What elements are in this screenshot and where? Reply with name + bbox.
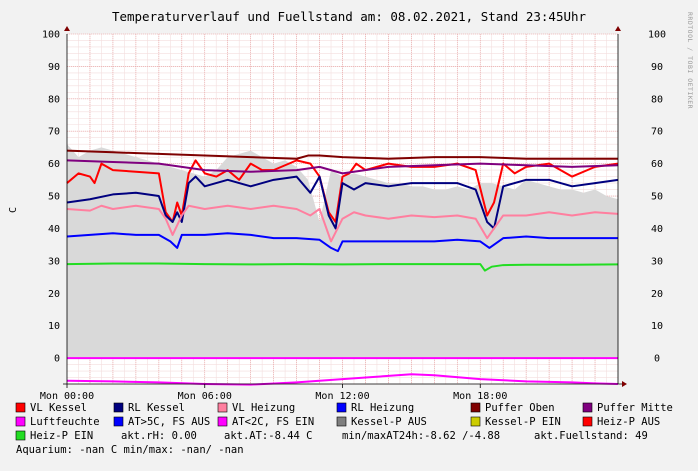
y-tick-label: 30 — [48, 256, 60, 267]
stat-min-max-24h: min/maxAT24h:-8.62 /-4.88 — [342, 430, 500, 442]
legend-swatch-puffer-mitte — [582, 402, 593, 413]
legend-swatch-luftfeuchte — [15, 416, 26, 427]
legend-swatch-kessel-p-ein — [470, 416, 481, 427]
x-axis-arrow — [622, 381, 627, 387]
legend-label-puffer-mitte: Puffer Mitte — [597, 402, 673, 414]
legend: VL Kessel RL Kessel VL Heizung RL Heizung Pu… — [15, 402, 673, 456]
y-tick-label-right: 50 — [651, 192, 663, 203]
legend-label-vl-kessel: VL Kessel — [30, 402, 87, 414]
plot-area: 0 10 20 30 40 50 60 70 80 90 100 0 10 20 30 40 50 60 70 80… — [40, 26, 666, 402]
legend-label-at-5c-fs-aus: AT>5C, FS AUS — [128, 416, 210, 428]
x-tick-label: Mon 12:00 — [315, 391, 369, 402]
y-tick-label-right: 30 — [651, 256, 663, 267]
legend-label-rl-heizung: RL Heizung — [351, 402, 414, 414]
y-tick-label: 0 — [54, 354, 60, 365]
legend-label-kessel-p-ein: Kessel-P EIN — [485, 416, 561, 428]
y-axis-right-ticks: 0 10 20 30 40 50 60 70 80 90 100 — [648, 30, 666, 365]
series-line-vl-heizung — [66, 204, 619, 243]
legend-label-rl-kessel: RL Kessel — [128, 402, 185, 414]
series-line-rl-kessel — [66, 175, 619, 230]
legend-label-puffer-oben: Puffer Oben — [485, 402, 555, 414]
legend-swatch-puffer-oben — [470, 402, 481, 413]
legend-swatch-vl-kessel — [15, 402, 26, 413]
legend-label-kessel-p-aus: Kessel-P AUS — [351, 416, 427, 428]
legend-label-vl-heizung: VL Heizung — [232, 402, 295, 414]
y-axis-right-arrow — [615, 26, 621, 31]
x-tick-label: Mon 06:00 — [178, 391, 232, 402]
y-axis-arrow — [64, 26, 70, 31]
legend-swatch-heiz-p-aus — [582, 416, 593, 427]
y-tick-label: 80 — [48, 94, 60, 105]
fuellstand-area — [67, 144, 618, 359]
stat-humidity: akt.rH: 0.00 — [121, 430, 197, 442]
x-axis-ticks: Mon 00:00 Mon 06:00 Mon 12:00 Mon 18:00 — [40, 384, 507, 402]
y-tick-label-right: 0 — [654, 354, 660, 365]
legend-swatch-heiz-p-ein — [15, 430, 26, 441]
series-line-vl-kessel — [66, 159, 619, 223]
y-tick-label: 70 — [48, 127, 60, 138]
y-tick-label-right: 10 — [651, 321, 663, 332]
stat-fill-level: akt.Fuellstand: 49 — [534, 430, 648, 442]
y-tick-label: 100 — [42, 30, 60, 41]
y-tick-label: 90 — [48, 62, 60, 73]
series-line-puffer-mitte — [66, 159, 619, 175]
stat-aquarium: Aquarium: -nan C min/max: -nan/ -nan — [16, 444, 244, 456]
series-line-heiz-p-ein — [66, 262, 619, 272]
legend-swatch-rl-kessel — [113, 402, 124, 413]
chart-title: Temperaturverlauf und Fuellstand am: 08.… — [112, 9, 587, 24]
series-line-luftfeuchte — [66, 373, 619, 386]
stat-outside-temp: akt.AT:-8.44 C — [224, 430, 313, 442]
legend-label-heiz-p-ein: Heiz-P EIN — [30, 430, 93, 442]
legend-label-luftfeuchte: Luftfeuchte — [30, 416, 100, 428]
legend-swatch-vl-heizung — [217, 402, 228, 413]
y-tick-label-right: 100 — [648, 30, 666, 41]
y-tick-label-right: 60 — [651, 159, 663, 170]
legend-swatch-kessel-p-aus — [336, 416, 347, 427]
x-tick-label: Mon 18:00 — [453, 391, 507, 402]
y-tick-label-right: 40 — [651, 224, 663, 235]
fuellstand-area-shape — [67, 144, 618, 359]
legend-swatch-at-2c-fs-ein — [217, 416, 228, 427]
y-tick-label-right: 80 — [651, 94, 663, 105]
y-tick-label: 10 — [48, 321, 60, 332]
legend-swatch-at-5c-fs-aus — [113, 416, 124, 427]
y-tick-label-right: 90 — [651, 62, 663, 73]
y-tick-label: 50 — [48, 192, 60, 203]
y-tick-label-right: 20 — [651, 289, 663, 300]
y-tick-label: 60 — [48, 159, 60, 170]
series-line-puffer-oben — [66, 149, 618, 160]
legend-label-at-2c-fs-ein: AT<2C, FS EIN — [232, 416, 314, 428]
x-tick-label: Mon 00:00 — [40, 391, 94, 402]
watermark: RRDTOOL / TOBI OETIKER — [686, 12, 694, 109]
y-axis-label: C — [8, 207, 19, 213]
legend-swatch-rl-heizung — [336, 402, 347, 413]
series-lines — [66, 149, 619, 386]
y-axis-left-ticks: 0 10 20 30 40 50 60 70 80 90 100 — [42, 30, 60, 365]
series-line-rl-heizung — [66, 232, 618, 253]
y-tick-label: 20 — [48, 289, 60, 300]
y-tick-label-right: 70 — [651, 127, 663, 138]
legend-label-heiz-p-aus: Heiz-P AUS — [597, 416, 660, 428]
y-tick-label: 40 — [48, 224, 60, 235]
